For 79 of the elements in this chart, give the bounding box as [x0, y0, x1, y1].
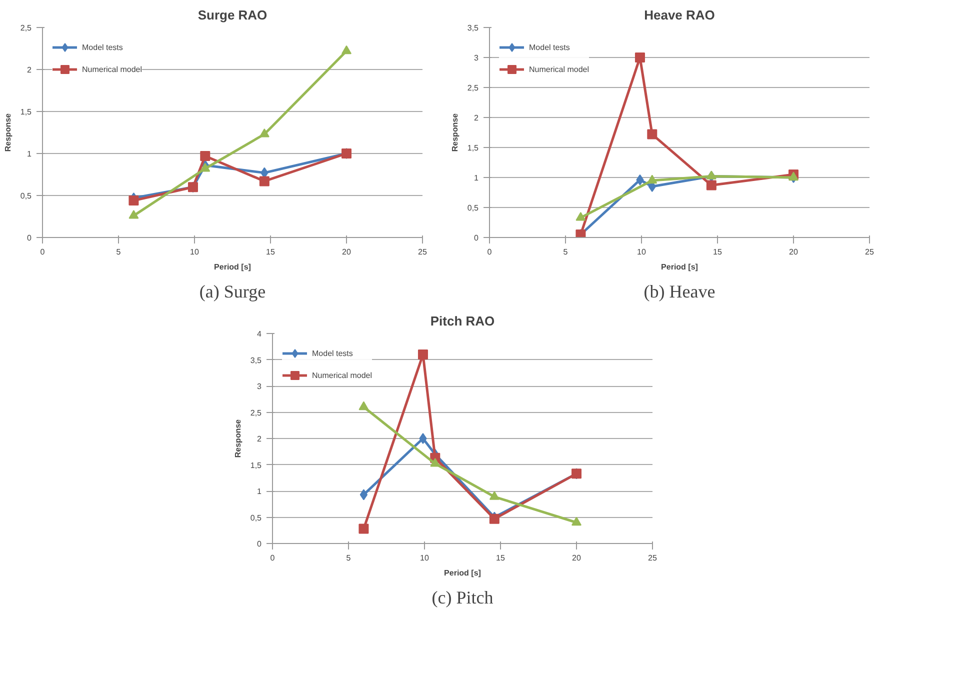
y-tick-label: 1,5	[250, 460, 262, 470]
y-tick-label: 0,5	[467, 204, 480, 212]
point	[647, 129, 658, 140]
chart-title: Surge RAO	[198, 8, 268, 22]
y-tick-label: 1,5	[20, 108, 32, 116]
y-tick-label: 1,5	[467, 144, 480, 152]
x-tick-label: 0	[487, 248, 492, 256]
y-tick-label: 3	[474, 54, 480, 62]
text: (b) Heave	[644, 282, 716, 302]
point	[259, 128, 270, 138]
y-tick-label: 0	[27, 234, 32, 242]
text: (a) Surge	[199, 282, 266, 302]
legend-label: Numerical model	[529, 64, 590, 74]
point	[360, 489, 368, 500]
x-tick-label: 10	[190, 248, 200, 256]
y-axis-title: Response	[450, 112, 460, 152]
point	[128, 196, 139, 206]
point	[259, 176, 270, 186]
x-axis-title: Period [s]	[444, 568, 482, 578]
chart-title: Heave RAO	[644, 8, 715, 22]
point	[200, 151, 210, 162]
y-tick-label: 1	[257, 487, 262, 496]
legend-label: Model tests	[82, 42, 123, 52]
x-tick-label: 25	[648, 554, 658, 562]
point	[634, 52, 645, 62]
legend-label: Model tests	[312, 348, 353, 358]
point	[572, 516, 582, 526]
x-tick-label: 5	[116, 248, 122, 256]
point	[489, 491, 500, 500]
point	[576, 212, 586, 221]
x-tick-label: 10	[420, 554, 430, 562]
y-tick-label: 2	[27, 66, 32, 74]
point	[358, 524, 369, 534]
y-tick-label: 3	[257, 382, 262, 391]
x-tick-label: 0	[40, 248, 46, 256]
chart-title: Pitch RAO	[430, 314, 495, 328]
x-tick-label: 5	[346, 554, 352, 562]
legend-label: Model tests	[529, 42, 570, 52]
x-tick-label: 25	[865, 248, 874, 256]
y-tick-label: 0	[257, 540, 262, 548]
x-tick-label: 20	[572, 554, 582, 562]
y-tick-label: 2,5	[250, 408, 262, 418]
text: (c) Pitch	[432, 588, 494, 608]
point	[342, 45, 352, 54]
x-tick-label: 20	[342, 248, 352, 256]
point	[418, 350, 428, 360]
x-axis-title: Period [s]	[214, 262, 252, 272]
point	[358, 401, 369, 410]
x-tick-label: 15	[266, 248, 276, 256]
y-tick-label: 2	[474, 114, 480, 122]
y-tick-label: 3,5	[250, 356, 262, 365]
y-tick-label: 0	[474, 234, 480, 242]
y-axis-title: Response	[3, 112, 12, 152]
point	[706, 170, 716, 180]
y-tick-label: 2	[257, 434, 262, 444]
y-axis-title: Response	[233, 418, 242, 458]
x-tick-label: 15	[713, 248, 722, 256]
y-tick-label: 4	[257, 330, 262, 338]
legend-label: Numerical model	[82, 64, 142, 74]
y-tick-label: 3,5	[467, 24, 480, 32]
x-tick-label: 20	[789, 248, 798, 256]
y-tick-label: 1	[27, 150, 32, 158]
x-tick-label: 0	[270, 554, 276, 562]
x-tick-label: 5	[563, 248, 568, 256]
x-tick-label: 25	[418, 248, 428, 256]
y-tick-label: 2,5	[20, 24, 32, 32]
x-tick-label: 15	[496, 554, 506, 562]
point	[647, 174, 658, 184]
y-tick-label: 0,5	[250, 513, 262, 522]
y-tick-label: 2,5	[467, 84, 480, 92]
point	[706, 180, 716, 190]
point	[200, 162, 210, 172]
x-axis-title: Period [s]	[661, 262, 698, 272]
x-tick-label: 10	[637, 248, 646, 256]
legend-label: Numerical model	[312, 370, 372, 380]
point	[419, 433, 427, 444]
y-tick-label: 0,5	[20, 192, 32, 200]
point	[430, 458, 440, 467]
y-tick-label: 1	[474, 174, 480, 182]
